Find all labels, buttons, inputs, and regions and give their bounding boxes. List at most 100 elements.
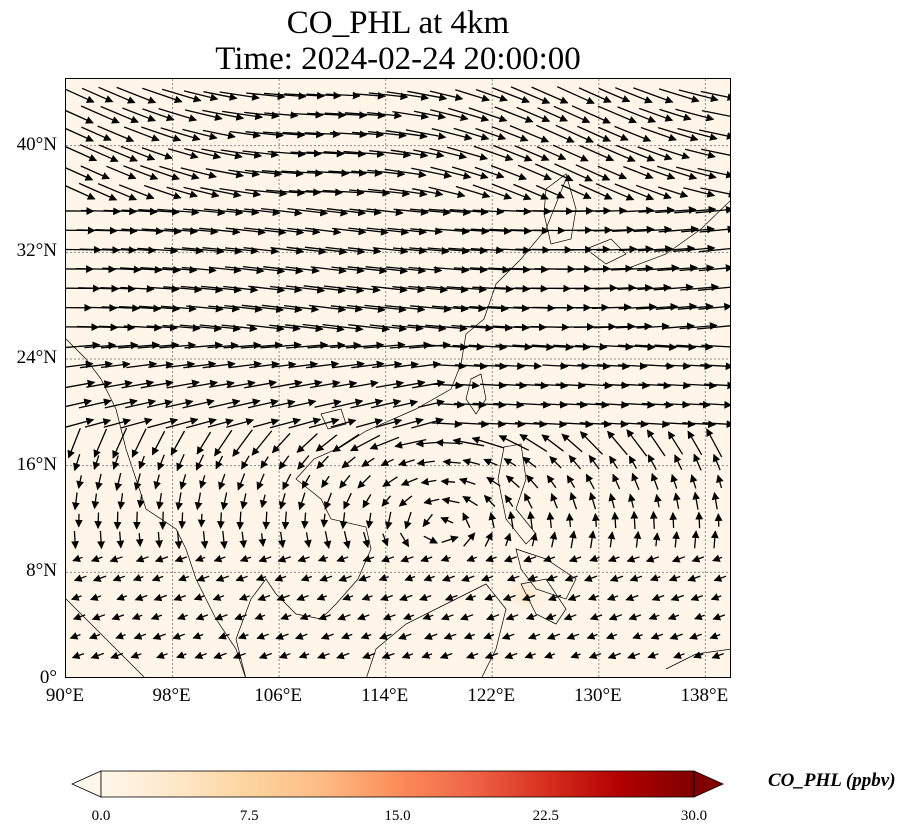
wind-arrow: [352, 91, 386, 100]
wind-arrow: [138, 304, 181, 313]
wind-arrow: [182, 227, 219, 236]
wind-arrow: [336, 554, 349, 563]
wind-arrow: [488, 512, 497, 529]
wind-arrow: [463, 632, 476, 640]
wind-arrow: [596, 245, 638, 254]
wind-arrow: [571, 245, 611, 254]
wind-arrow: [208, 398, 241, 409]
wind-arrow: [202, 247, 243, 255]
wind-arrow: [389, 341, 432, 350]
wind-arrow: [612, 225, 655, 234]
wind-arrow: [408, 285, 449, 294]
wind-arrow: [612, 473, 621, 490]
wind-arrow: [701, 109, 730, 117]
wind-arrow: [513, 183, 549, 200]
wind-arrow: [589, 554, 600, 563]
wind-arrow: [702, 420, 730, 429]
wind-arrow: [579, 431, 603, 455]
wind-arrow: [226, 379, 256, 389]
wind-arrow: [251, 430, 273, 456]
x-tick-label: 122°E: [467, 685, 516, 706]
wind-arrow: [223, 285, 259, 294]
wind-arrow: [341, 456, 356, 469]
wind-arrow: [178, 574, 190, 582]
wind-arrow: [436, 400, 465, 409]
wind-arrow: [66, 88, 95, 103]
wind-arrow: [473, 362, 508, 371]
wind-arrow: [472, 207, 505, 216]
wind-arrow: [257, 593, 271, 602]
wind-arrow: [66, 110, 94, 124]
wind-arrow: [239, 531, 248, 549]
wind-arrow: [618, 245, 654, 254]
wind-arrow: [609, 574, 624, 582]
wind-arrow: [712, 613, 726, 621]
wind-arrow: [362, 651, 376, 660]
wind-arrow: [205, 168, 244, 179]
wind-arrow: [331, 398, 364, 409]
wind-arrow: [429, 90, 464, 102]
wind-arrow: [286, 341, 329, 350]
wind-arrow: [243, 246, 280, 255]
wind-arrow: [470, 323, 513, 332]
wind-arrow: [681, 225, 715, 234]
wind-arrow: [609, 455, 619, 469]
wind-arrow: [110, 651, 124, 660]
wind-arrow: [350, 434, 381, 452]
wind-arrow: [598, 126, 629, 141]
wind-arrow: [160, 127, 201, 142]
wind-arrow: [673, 244, 716, 253]
wind-arrow: [693, 453, 702, 471]
wind-arrow: [484, 651, 499, 660]
wind-arrow: [497, 420, 526, 428]
wind-arrow: [546, 474, 557, 489]
wind-arrow: [140, 265, 181, 274]
wind-arrow: [81, 126, 112, 141]
wind-arrow: [575, 342, 608, 351]
colorbar-tick-label: 7.5: [239, 808, 259, 824]
wind-arrow: [596, 144, 636, 162]
wind-arrow: [658, 225, 699, 234]
wind-arrow: [447, 146, 488, 161]
wind-arrow: [157, 454, 165, 471]
wind-arrow: [288, 360, 319, 369]
wind-arrow: [492, 323, 530, 332]
wind-arrow: [173, 593, 187, 602]
wind-arrow: [628, 493, 636, 508]
wind-arrow: [540, 400, 568, 409]
wind-arrow: [473, 145, 514, 162]
wind-arrow: [579, 420, 612, 429]
wind-arrow: [136, 494, 145, 509]
wind-arrow: [314, 399, 342, 408]
wind-arrow: [408, 265, 443, 274]
wind-arrow: [410, 360, 441, 369]
wind-arrow: [130, 651, 142, 659]
wind-arrow: [239, 554, 252, 563]
wind-arrow: [270, 246, 305, 255]
x-tick-label: 98°E: [152, 685, 191, 706]
wind-arrow: [92, 455, 101, 470]
wind-arrow: [710, 593, 722, 601]
wind-arrow: [158, 107, 198, 122]
wind-arrow: [361, 457, 375, 467]
wind-arrow: [505, 475, 520, 488]
wind-arrow: [617, 106, 657, 123]
wind-arrow: [137, 341, 180, 350]
wind-arrow: [480, 381, 507, 390]
wind-arrow: [607, 554, 620, 563]
wind-arrow: [658, 147, 690, 160]
wind-arrow: [323, 149, 366, 158]
wind-arrow: [264, 111, 299, 120]
wind-arrow: [343, 150, 385, 158]
wind-arrow: [454, 227, 490, 235]
wind-arrow: [565, 512, 574, 528]
wind-arrow: [523, 555, 537, 563]
wind-arrow: [628, 613, 642, 621]
wind-arrow: [630, 510, 639, 530]
wind-arrow: [182, 128, 218, 141]
wind-arrow: [468, 107, 508, 123]
wind-arrow: [100, 284, 136, 293]
wind-arrow: [91, 613, 106, 621]
wind-arrow: [442, 458, 461, 467]
wind-arrow: [577, 362, 611, 371]
